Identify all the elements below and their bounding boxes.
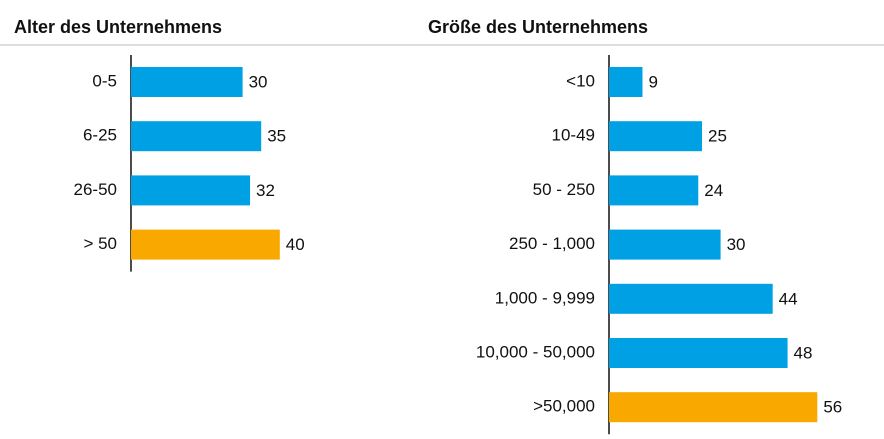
value-label: 35	[267, 127, 286, 146]
bar	[131, 175, 251, 206]
category-label: 26-50	[74, 180, 117, 199]
value-label: 48	[794, 343, 813, 362]
bar	[131, 229, 280, 260]
chart-title: Größe des Unternehmens	[428, 17, 648, 37]
category-label: > 50	[83, 234, 117, 253]
bar	[609, 392, 818, 423]
bar	[609, 338, 788, 368]
category-label: <10	[566, 71, 595, 90]
value-label: 44	[779, 289, 798, 308]
category-label: 50 - 250	[533, 180, 595, 199]
value-label: 9	[648, 72, 657, 91]
value-label: 30	[249, 72, 268, 91]
value-label: 24	[704, 181, 723, 200]
value-label: 40	[286, 235, 305, 254]
category-label: 6-25	[83, 126, 117, 145]
chart-title: Alter des Unternehmens	[14, 17, 222, 37]
category-label: 1,000 - 9,999	[495, 288, 595, 307]
bar	[609, 283, 773, 314]
category-label: >50,000	[533, 397, 595, 416]
bar	[131, 121, 262, 152]
value-label: 56	[823, 398, 842, 417]
value-label: 32	[256, 181, 275, 200]
bar	[609, 67, 643, 97]
bar	[131, 67, 243, 97]
value-label: 30	[727, 235, 746, 254]
value-label: 25	[708, 127, 727, 146]
category-label: 0-5	[92, 71, 117, 90]
category-label: 10-49	[552, 126, 595, 145]
category-label: 10,000 - 50,000	[476, 342, 595, 361]
bar	[609, 121, 702, 152]
bar	[609, 229, 721, 260]
bar	[609, 175, 699, 206]
category-label: 250 - 1,000	[509, 234, 595, 253]
